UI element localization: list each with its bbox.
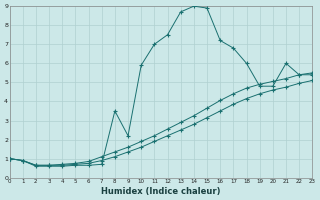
X-axis label: Humidex (Indice chaleur): Humidex (Indice chaleur) <box>101 187 221 196</box>
